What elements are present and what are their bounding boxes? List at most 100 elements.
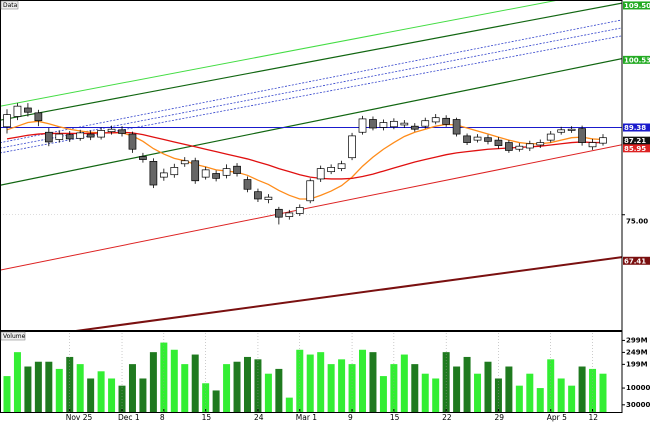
- candle-body: [24, 107, 32, 113]
- candle-body: [3, 114, 11, 128]
- x-tick-label: 24: [254, 413, 264, 422]
- volume-bar: [275, 368, 283, 412]
- price-label-box: [623, 123, 650, 132]
- price-label-box: [623, 144, 650, 153]
- candle-body: [233, 165, 241, 174]
- candle-body: [327, 167, 335, 173]
- volume-panel-label: Volume: [3, 333, 26, 340]
- volume-bar: [13, 352, 21, 412]
- candle-body: [473, 136, 482, 141]
- volume-bar: [296, 349, 304, 412]
- trend-line: [0, 144, 622, 271]
- panel-label-box: [0, 0, 19, 10]
- volume-tick-label: 30000K: [626, 401, 650, 409]
- candle-body: [567, 128, 576, 131]
- candle-body: [55, 133, 64, 140]
- candle-body: [191, 160, 200, 182]
- volume-tick-label: 199M: [626, 360, 648, 368]
- candle-body: [484, 137, 492, 142]
- candle-body: [390, 120, 398, 128]
- price-label-box: [623, 256, 650, 265]
- price-label-box: [623, 136, 650, 145]
- volume-bar: [306, 354, 314, 412]
- candle-body: [400, 122, 409, 126]
- price-label: 109.5000: [624, 2, 650, 10]
- candle-body: [599, 137, 607, 144]
- volume-bar: [3, 376, 11, 412]
- trend-line: [75, 256, 622, 330]
- volume-bar: [359, 349, 367, 412]
- volume-bar: [432, 378, 440, 412]
- volume-bar: [55, 368, 63, 412]
- candle-body: [128, 133, 137, 150]
- candle-body: [65, 134, 74, 140]
- candle-body: [494, 139, 503, 146]
- price-label-box: [623, 1, 650, 10]
- volume-bar: [139, 378, 147, 412]
- x-tick-label: Mar 1: [296, 413, 318, 422]
- candle-body: [369, 119, 377, 129]
- volume-bar: [223, 364, 231, 412]
- volume-bar: [243, 356, 251, 412]
- volume-bar: [254, 359, 262, 412]
- volume-tick-label: 100000K: [626, 384, 650, 392]
- volume-bar: [170, 349, 178, 412]
- price-label: 89.38: [624, 124, 646, 132]
- volume-bar: [421, 373, 429, 412]
- x-tick-label: 15: [202, 413, 212, 422]
- x-tick-label: Apr 5: [547, 413, 567, 422]
- volume-bar: [369, 352, 377, 412]
- volume-bar: [390, 364, 398, 412]
- candle-body: [139, 156, 147, 160]
- candle-body: [285, 212, 294, 217]
- x-tick-label: 22: [442, 413, 452, 422]
- candle-body: [358, 118, 367, 133]
- volume-bar: [536, 388, 544, 412]
- candle-body: [463, 135, 471, 143]
- x-tick-label: 9: [348, 413, 353, 422]
- x-tick-label: 8: [160, 413, 165, 422]
- volume-bar: [557, 378, 565, 412]
- candle-body: [159, 172, 168, 178]
- trend-line: [0, 27, 622, 149]
- candle-body: [13, 105, 22, 117]
- candle-body: [212, 173, 220, 179]
- candle-body: [578, 128, 586, 143]
- volume-bar: [233, 361, 241, 412]
- candle-body: [546, 133, 555, 141]
- volume-bar: [379, 376, 387, 412]
- price-label: 67.41: [624, 257, 646, 265]
- candle-body: [254, 191, 262, 200]
- candle-body: [76, 132, 85, 139]
- volume-bar: [547, 359, 555, 412]
- trend-line: [0, 2, 622, 121]
- volume-bar: [202, 383, 210, 412]
- candle-body: [118, 129, 126, 134]
- candle-body: [410, 125, 419, 130]
- volume-bar: [484, 361, 492, 412]
- trend-line: [0, 19, 622, 144]
- candle-body: [379, 122, 388, 128]
- volume-bar: [76, 364, 84, 412]
- candle-body: [170, 167, 179, 176]
- volume-bar: [474, 373, 482, 412]
- candle-body: [34, 112, 43, 122]
- candle-body: [588, 142, 597, 148]
- y-tick-label: 75.00: [626, 218, 648, 226]
- volume-bar: [264, 373, 272, 412]
- x-tick-label: Dec 1: [118, 413, 140, 422]
- x-tick-label: 12: [589, 413, 599, 422]
- candle-body: [515, 145, 524, 150]
- candle-body: [149, 161, 158, 186]
- volume-bar: [285, 397, 293, 412]
- volume-bar: [149, 352, 157, 412]
- candle-body: [306, 180, 315, 202]
- candle-body: [421, 120, 430, 127]
- candle-body: [348, 135, 356, 159]
- volume-tick-label: 249M: [626, 348, 648, 356]
- volume-bar: [515, 385, 523, 412]
- volume-bar: [599, 373, 607, 412]
- x-tick-label: Nov 25: [66, 413, 93, 422]
